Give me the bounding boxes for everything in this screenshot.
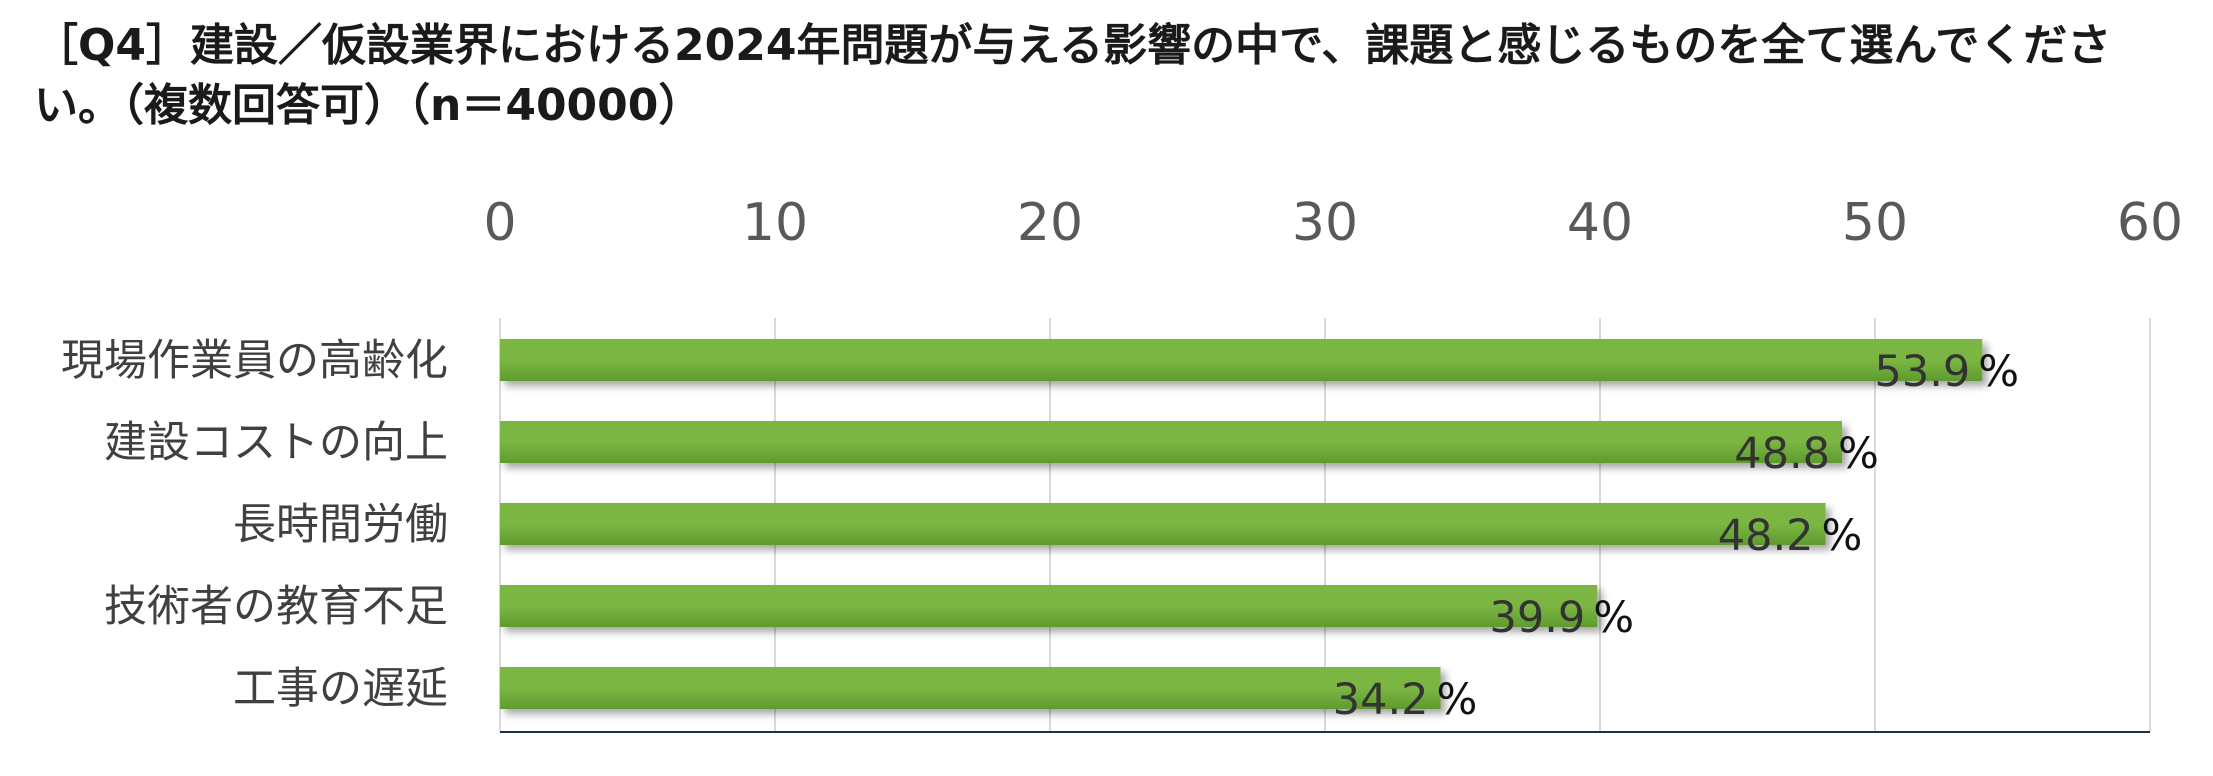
chart-title: ［Q4］建設／仮設業界における2024年問題が与える影響の中で、課題と感じるもの… [34, 20, 2112, 131]
x-tick-label: 50 [1842, 193, 1908, 253]
x-axis-ticks: 0 10 20 30 40 50 60 [483, 193, 2183, 253]
value-unit-label: % [1437, 675, 1478, 725]
value-unit-label: % [1822, 511, 1863, 561]
value-label: 39.9 [1490, 593, 1586, 643]
bar [500, 585, 1598, 627]
category-label: 建設コストの向上 [104, 418, 448, 468]
value-label: 48.2 [1718, 511, 1814, 561]
value-label: 53.9 [1875, 347, 1971, 397]
bars [500, 339, 1983, 709]
value-labels: 53.9 %48.8 %48.2 %39.9 %34.2% [1333, 347, 2019, 725]
category-label: 長時間労働 [233, 500, 448, 550]
bar [500, 421, 1842, 463]
value-label: 34.2 [1333, 675, 1429, 725]
x-tick-label: 30 [1292, 193, 1358, 253]
x-tick-label: 60 [2117, 193, 2183, 253]
category-label: 現場作業員の高齢化 [61, 336, 448, 386]
bar [500, 667, 1441, 709]
category-label: 技術者の教育不足 [104, 582, 448, 632]
category-label: 工事の遅延 [233, 664, 448, 714]
x-tick-label: 40 [1567, 193, 1633, 253]
value-unit-label: % [1978, 347, 2019, 397]
x-tick-label: 0 [483, 193, 516, 253]
value-label: 48.8 [1734, 429, 1830, 479]
bar [500, 339, 1983, 381]
value-unit-label: % [1593, 593, 1634, 643]
x-tick-label: 20 [1017, 193, 1083, 253]
value-unit-label: % [1838, 429, 1879, 479]
bar [500, 503, 1826, 545]
x-tick-label: 10 [742, 193, 808, 253]
